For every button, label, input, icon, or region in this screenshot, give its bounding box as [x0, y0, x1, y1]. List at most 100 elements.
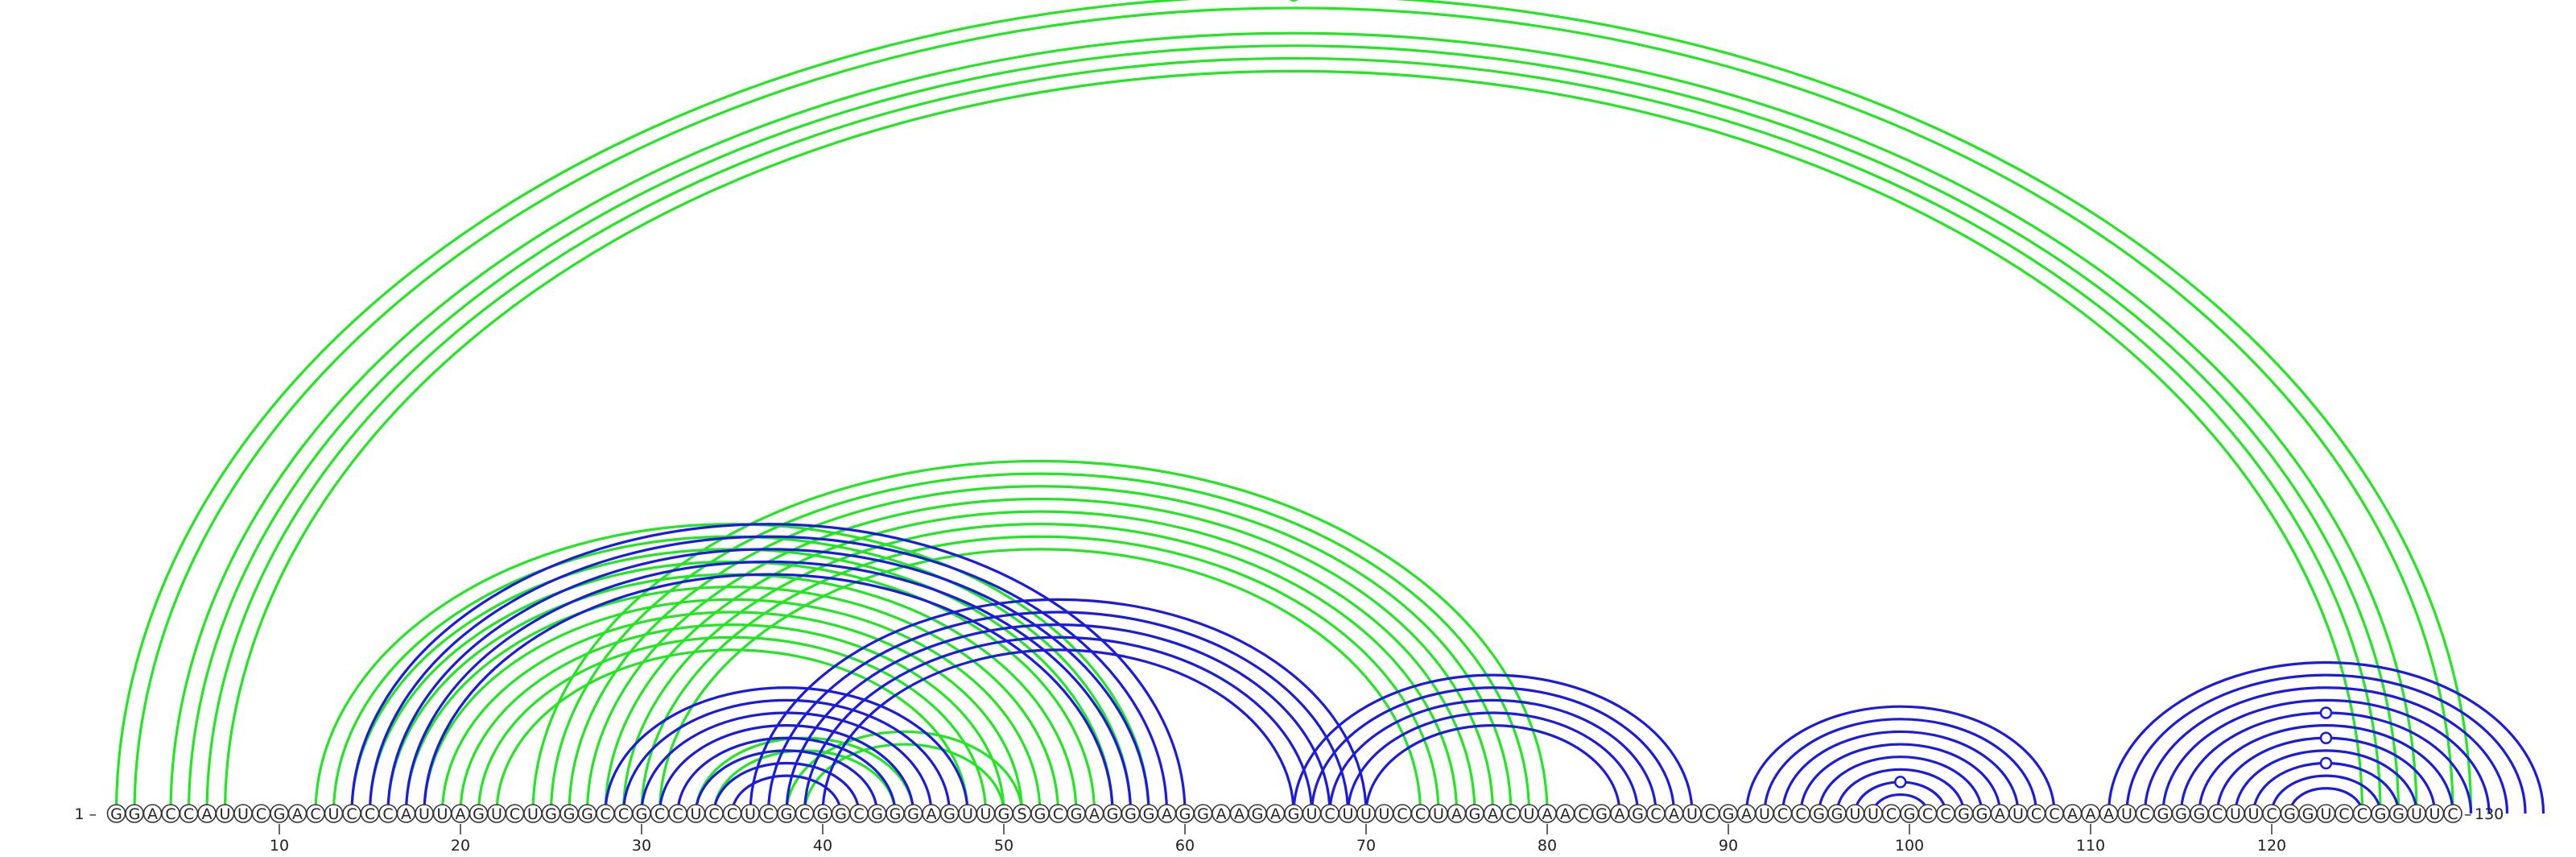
- green-pair-arc-27-77: [585, 497, 1495, 814]
- green-pair-arc-29-75: [621, 522, 1459, 814]
- nucleotide-letter: U: [962, 805, 973, 823]
- nucleotide-letter: G: [1958, 805, 1970, 823]
- nucleotide-letter: A: [1089, 805, 1100, 823]
- green-pair-arc-25-79: [549, 472, 1531, 814]
- nucleotide-letter: U: [2429, 805, 2441, 823]
- nucleotide-71: U: [1374, 804, 1394, 823]
- nucleotide-120: C: [2262, 804, 2281, 823]
- nucleotide-40: G: [813, 804, 832, 823]
- nucleotide-letter: C: [600, 805, 610, 823]
- blue-pair-arc-68-86: [1328, 698, 1657, 814]
- nucleotide-15: C: [360, 804, 380, 823]
- sequence-end-dash: –: [2464, 805, 2472, 823]
- nucleotide-letter: C: [1705, 805, 1715, 823]
- nucleotide-letter: U: [328, 805, 340, 823]
- nucleotide-118: U: [2226, 804, 2245, 823]
- nucleotide-114: G: [2153, 804, 2173, 823]
- green-pair-arc-24-80: [531, 459, 1549, 814]
- blue-pair-arc-94-105: [1799, 743, 2002, 814]
- nucleotide-119: U: [2244, 804, 2264, 823]
- green-pair-arc-2-130: [133, 6, 2454, 814]
- blue-pair-arc-69-85: [1346, 711, 1640, 814]
- nucleotide-11: A: [287, 804, 308, 823]
- nucleotide-letter: C: [2212, 805, 2223, 823]
- blue-pair-arc-121-125: [2288, 787, 2364, 814]
- blue-pair-arc-37-69: [766, 611, 1350, 814]
- nucleotide-37: C: [758, 804, 778, 823]
- nucleotide-104: G: [1972, 804, 1992, 823]
- nucleotide-letter: G: [2302, 805, 2314, 823]
- green-pair-arc-17-53: [404, 586, 1060, 814]
- nucleotide-94: C: [1791, 804, 1810, 823]
- nucleotide-letter: U: [220, 805, 231, 823]
- nucleotide-letter: C: [2140, 805, 2150, 823]
- nucleotide-29: C: [613, 804, 634, 823]
- nucleotide-letter: U: [745, 805, 756, 823]
- tick-label-100: 100: [1895, 837, 1924, 855]
- nucleotide-68: C: [1320, 804, 1340, 823]
- nucleotide-47: G: [939, 804, 960, 823]
- nucleotide-86: C: [1646, 804, 1666, 823]
- nucleotide-21: G: [469, 804, 489, 823]
- nucleotide-letter: C: [256, 805, 266, 823]
- nucleotide-letter: C: [799, 805, 810, 823]
- blue-pair-arc-33-43: [694, 749, 879, 814]
- nucleotide-24: U: [523, 804, 543, 823]
- nucleotide-letter: G: [2284, 805, 2296, 823]
- blue-pair-arc-120-126: [2270, 774, 2382, 814]
- tick-label-30: 30: [632, 837, 651, 855]
- nucleotide-letter: G: [1034, 805, 1046, 823]
- nucleotide-letter: C: [1650, 805, 1661, 823]
- blue-pair-arc-112-134: [2125, 673, 2527, 814]
- blue-pair-arc-96-103: [1835, 768, 1966, 814]
- nucleotide-letter: G: [890, 805, 902, 823]
- nucleotide-letter: C: [1777, 805, 1788, 823]
- nucleotide-letter: G: [581, 805, 593, 823]
- nucleotide-letter: A: [2067, 805, 2078, 823]
- nucleotide-letter: A: [1270, 805, 1281, 823]
- nucleotide-letter: C: [727, 805, 737, 823]
- nucleotide-letter: G: [2157, 805, 2169, 823]
- blue-pair-arc-18-56: [423, 573, 1114, 814]
- blue-pair-arc-39-67: [803, 636, 1314, 814]
- nucleotide-letter: C: [853, 805, 864, 823]
- nucleotide-61: G: [1193, 804, 1213, 823]
- nucleotide-letter: C: [1324, 805, 1335, 823]
- nucleotide-100: G: [1900, 804, 1919, 823]
- green-pair-arc-4-128: [169, 31, 2418, 814]
- nucleotide-letter: A: [292, 805, 303, 823]
- nucleotide-113: C: [2135, 804, 2155, 823]
- nucleotide-letter: G: [1197, 805, 1209, 823]
- nucleotide-letter: C: [708, 805, 719, 823]
- nucleotide-letter: A: [1741, 805, 1752, 823]
- blue-pair-arc-93-106: [1781, 730, 2020, 814]
- nucleotide-letter: C: [763, 805, 774, 823]
- nucleotide-103: G: [1954, 804, 1974, 823]
- nucleotide-107: C: [2026, 804, 2046, 823]
- nucleotide-letter: U: [2230, 805, 2241, 823]
- blue-pair-arc-70-84: [1364, 724, 1621, 814]
- nucleotide-letter: C: [2339, 805, 2349, 823]
- nucleotide-letter: U: [1524, 805, 1535, 823]
- nucleotide-letter: C: [1415, 805, 1426, 823]
- nucleotide-124: C: [2334, 804, 2354, 823]
- blue-pair-arc-14-60: [350, 522, 1187, 814]
- nucleotide-letter: G: [1723, 805, 1735, 823]
- nucleotide-130: C: [2443, 804, 2462, 823]
- tick-label-50: 50: [994, 837, 1013, 855]
- nucleotide-letter: G: [871, 805, 883, 823]
- nucleotide-35: C: [722, 804, 742, 823]
- nucleotide-45: G: [903, 804, 923, 823]
- nucleotide-112: U: [2117, 804, 2136, 823]
- nucleotide-letter: G: [2194, 805, 2206, 823]
- nucleotide-69: U: [1338, 804, 1358, 823]
- nucleotide-letter: A: [1488, 805, 1498, 823]
- nucleotide-33: U: [686, 804, 706, 823]
- green-pair-arc-6-126: [205, 56, 2382, 814]
- arc-marker-97-102: [1894, 776, 1907, 789]
- blue-pair-arc-114-132: [2161, 698, 2491, 814]
- nucleotide-53: C: [1048, 804, 1068, 823]
- nucleotide-76: G: [1465, 804, 1484, 823]
- nucleotide-109: A: [2062, 804, 2083, 823]
- nucleotide-3: A: [142, 804, 163, 823]
